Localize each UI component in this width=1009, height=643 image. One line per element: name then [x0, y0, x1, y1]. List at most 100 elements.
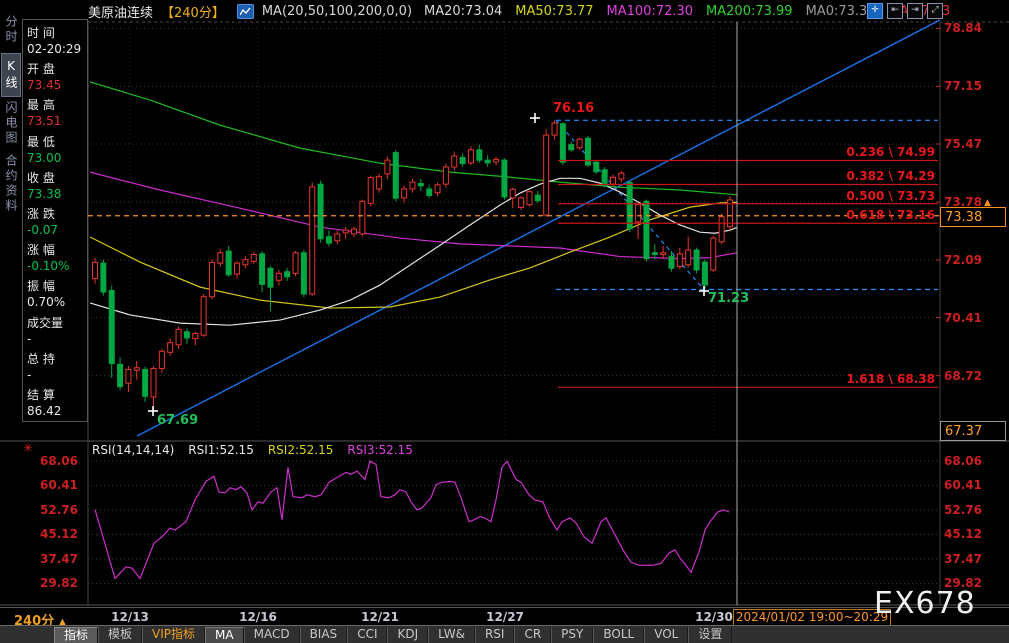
compress-chart-icon[interactable]: ⇤: [887, 3, 903, 19]
candle: [158, 350, 165, 369]
watermark: EX678: [874, 586, 976, 621]
candle: [726, 199, 733, 228]
rsi-header-item: RSI(14,14,14): [92, 443, 175, 457]
quote-field-value: 73.00: [27, 150, 62, 165]
candle: [183, 331, 190, 339]
rsi-axis-label-right: 37.47: [944, 551, 982, 566]
sidebar-tab-K线图[interactable]: K线图: [0, 53, 21, 97]
rsi-header-item: RSI3:52.15: [347, 443, 413, 457]
time-axis: 240分 ▲ 2024/01/02 19:00~20:29 12/13 12/16…: [0, 607, 1009, 629]
candle: [92, 261, 98, 280]
price-axis-label: 73.78: [944, 195, 982, 209]
candle: [643, 200, 650, 260]
candle: [610, 176, 617, 185]
rsi-header-item: RSI1:52.15: [188, 443, 254, 457]
candle: [701, 261, 708, 286]
toolbar-button-BOLL[interactable]: BOLL: [593, 627, 645, 643]
crosshair-tool-icon[interactable]: ✛: [867, 3, 883, 19]
price-axis-label: 72.09: [944, 253, 982, 267]
symbol-title: 美原油连续: [88, 5, 154, 21]
candle: [484, 159, 491, 164]
candle: [618, 172, 625, 180]
candle: [217, 252, 224, 264]
expand-chart-icon[interactable]: ⇥: [907, 3, 923, 19]
candle: [175, 328, 182, 346]
toolbar-button-CCI[interactable]: CCI: [347, 627, 388, 643]
price-axis-label: 77.15: [944, 79, 982, 94]
crosshair-date-box: 2024/01/02 19:00~20:29: [733, 609, 891, 626]
swing-price-label: 76.16: [553, 101, 595, 116]
quote-field-value: 86.42: [27, 404, 62, 418]
quote-field-value: -: [27, 367, 32, 382]
toolbar-button-MACD[interactable]: MACD: [243, 627, 300, 643]
toolbar-button-MA[interactable]: MA: [205, 627, 244, 643]
ma-value-label: MA200:73.99: [706, 3, 793, 19]
quote-field-value: 0.70%: [27, 295, 66, 310]
candle: [551, 122, 558, 136]
sidebar-tab-闪电图[interactable]: 闪电图: [4, 100, 18, 146]
candle: [543, 134, 550, 216]
quote-panel: 时 间 02-20:29 开 盘 73.45 最 高 73.51 最 低 73.00 收 盘 73…: [22, 19, 88, 422]
candle: [225, 250, 232, 276]
toolbar-button-VIP指标[interactable]: VIP指标: [142, 627, 206, 643]
toolbar-button-设置[interactable]: 设置: [688, 627, 733, 643]
price-axis-label: 78.84: [944, 21, 982, 36]
fib-level-label: 1.618 \ 68.38: [846, 372, 935, 387]
rsi-header-item: RSI2:52.15: [267, 443, 334, 457]
candle: [108, 290, 115, 365]
rsi-axis-label-left: 52.76: [40, 503, 78, 517]
swing-price-label: 67.69: [157, 413, 199, 428]
toolbar-button-BIAS[interactable]: BIAS: [299, 627, 348, 643]
sidebar-tab-合约资料[interactable]: 合约资料: [4, 154, 18, 214]
candle: [317, 183, 324, 240]
toolbar-button-指标[interactable]: 指标: [54, 627, 99, 643]
candle: [376, 176, 383, 190]
quote-field-value: 73.51: [27, 114, 62, 129]
quote-field-label: 成交量: [27, 315, 64, 330]
toolbar-button-模板[interactable]: 模板: [98, 627, 143, 643]
quote-field-label: 结 算: [27, 388, 55, 402]
candle: [526, 191, 533, 206]
candle: [392, 152, 399, 199]
candle: [601, 169, 608, 187]
shift-right-icon[interactable]: ⤢: [927, 3, 943, 19]
time-axis-label: 12/27: [486, 610, 524, 624]
rsi-axis-label-left: 29.82: [40, 576, 78, 591]
toolbar-button-VOL[interactable]: VOL: [644, 627, 689, 643]
rsi-axis-label-left: 68.06: [40, 453, 78, 468]
candle: [359, 200, 366, 235]
candle: [234, 262, 241, 275]
rsi-axis-label-left: 45.12: [40, 527, 78, 542]
sidebar-tab-分时图[interactable]: 分时图: [0, 15, 18, 45]
price-axis-label: 75.47: [944, 136, 982, 151]
candle: [275, 272, 282, 281]
chart-title-bar: 美原油连续 【240分】 MA(20,50,100,200,0,0) MA20:…: [88, 0, 1009, 22]
rsi-axis-label-right: 45.12: [944, 527, 982, 542]
candle: [409, 181, 416, 190]
fib-level-label: 0.382 \ 74.29: [846, 169, 935, 184]
toolbar-button-RSI[interactable]: RSI: [474, 627, 515, 643]
toolbar-button-CR[interactable]: CR: [514, 627, 552, 643]
candle: [660, 252, 667, 256]
quote-field-label: 最 低: [27, 134, 55, 149]
candle: [635, 204, 642, 223]
quote-field-value: 73.45: [27, 78, 62, 93]
indicator-marker-icon[interactable]: ✳: [23, 441, 34, 455]
quote-field-value: 02-20:29: [27, 42, 82, 56]
candle: [559, 123, 566, 163]
toolbar-button-PSY[interactable]: PSY: [551, 627, 594, 643]
candle: [384, 159, 391, 175]
quote-field-value: -0.10%: [27, 259, 70, 274]
candle: [534, 194, 541, 202]
toolbar-button-LW&[interactable]: LW&: [428, 627, 475, 643]
candle: [167, 342, 174, 353]
toolbar-button-KDJ[interactable]: KDJ: [387, 627, 429, 643]
period-badge[interactable]: 【240分】: [161, 5, 225, 21]
candle: [351, 228, 358, 235]
candle: [267, 267, 274, 288]
candlestick-chart-icon: [236, 3, 254, 19]
rsi-axis-label-right: 29.82: [944, 576, 982, 591]
candle: [342, 229, 349, 234]
candle: [576, 138, 583, 149]
